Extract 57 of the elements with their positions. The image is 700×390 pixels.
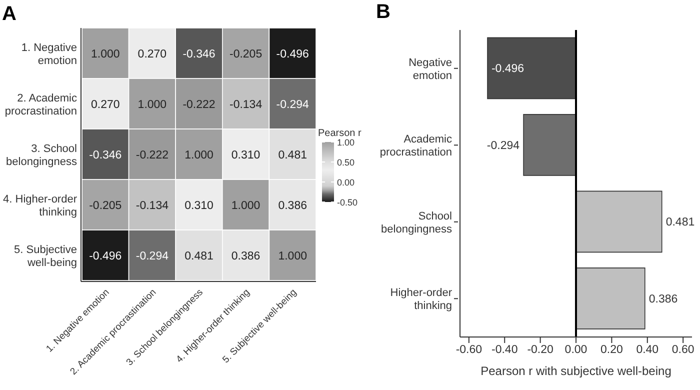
data-label: -0.294 xyxy=(276,98,310,111)
data-label: -0.222 xyxy=(182,98,216,111)
x-tick-label: 0.20 xyxy=(600,344,623,356)
data-label: 0.270 xyxy=(138,48,167,60)
data-label: -0.205 xyxy=(229,48,262,60)
bar xyxy=(523,114,576,176)
data-label: -0.346 xyxy=(89,149,122,162)
x-tick-label: -0.40 xyxy=(492,344,518,356)
color-bar-title: Pearson r xyxy=(318,128,362,139)
data-label: 1.000 xyxy=(91,48,120,60)
data-label: 0.481 xyxy=(666,216,695,229)
data-label: -0.134 xyxy=(136,200,170,212)
data-label: 1.000 xyxy=(138,98,167,111)
color-bar-label: -0.50 xyxy=(337,198,358,208)
x-tick-label: 0.00 xyxy=(564,344,588,356)
y-tick-label: 5. Subjective well-being xyxy=(14,244,77,269)
color-bar-label: 0.50 xyxy=(337,158,355,168)
data-label: 0.310 xyxy=(231,149,260,162)
data-label: 1.000 xyxy=(278,250,307,262)
y-tick-label: 4. Higher-order thinking xyxy=(3,193,78,218)
data-label: 1.000 xyxy=(184,149,214,162)
y-tick-label: 3. School belongingness xyxy=(6,142,78,168)
data-label: 0.481 xyxy=(278,149,307,162)
bar xyxy=(576,190,662,253)
data-label: 0.386 xyxy=(231,250,260,262)
data-label: -0.134 xyxy=(229,98,263,111)
color-bar-label: 0.00 xyxy=(337,178,355,188)
data-label: 0.270 xyxy=(91,98,120,111)
x-axis-title: Pearson r with subjective well-being xyxy=(480,364,672,378)
y-tick-label: 2. Academic procrastination xyxy=(4,92,78,118)
bar xyxy=(576,268,646,330)
bar xyxy=(487,37,576,100)
data-label: 0.386 xyxy=(648,293,678,306)
y-tick-label: School belongingness xyxy=(381,210,452,236)
x-tick-label: -0.60 xyxy=(456,344,482,356)
y-tick-label: Negative emotion xyxy=(408,56,452,82)
y-tick-label: 1. Negative emotion xyxy=(21,42,77,67)
data-label: 0.386 xyxy=(278,200,307,212)
chart-title: A xyxy=(2,3,16,25)
data-label: 1.000 xyxy=(231,200,260,212)
y-tick-label: Academic procrastination xyxy=(380,134,452,159)
data-label: -0.496 xyxy=(491,63,524,76)
data-label: -0.294 xyxy=(486,140,520,152)
chart-title: B xyxy=(376,1,390,24)
data-label: -0.222 xyxy=(136,149,169,162)
data-label: -0.496 xyxy=(276,48,309,60)
x-tick-label: -0.20 xyxy=(527,344,554,356)
data-label: -0.205 xyxy=(89,200,122,212)
data-label: -0.294 xyxy=(136,250,170,262)
data-label: -0.496 xyxy=(89,250,122,262)
data-label: 0.310 xyxy=(184,200,214,212)
data-label: 0.481 xyxy=(184,250,214,262)
data-label: -0.346 xyxy=(182,48,216,60)
color-bar-label: 1.00 xyxy=(337,138,355,148)
x-tick-label: 0.40 xyxy=(636,344,659,356)
x-tick-label: 0.60 xyxy=(672,344,694,356)
y-tick-label: Higher-order thinking xyxy=(390,287,452,312)
